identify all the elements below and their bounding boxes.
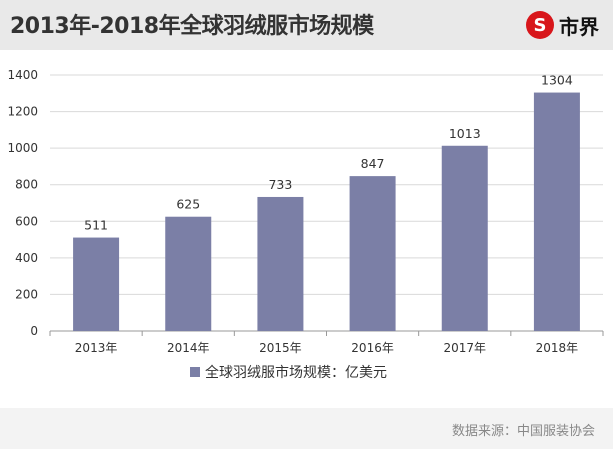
- x-tick-label: 2013年: [75, 341, 118, 355]
- x-tick-label: 2016年: [351, 341, 394, 355]
- bar: [533, 92, 580, 331]
- data-label: 511: [84, 218, 108, 233]
- bar: [73, 237, 120, 331]
- y-tick-label: 400: [15, 251, 38, 265]
- brand-logo: S 市界: [526, 9, 599, 41]
- y-tick-label: 200: [15, 287, 38, 301]
- x-tick-label: 2014年: [167, 341, 210, 355]
- chart-header: 2013年-2018年全球羽绒服市场规模 S 市界: [0, 0, 613, 50]
- x-tick-label: 2015年: [259, 341, 302, 355]
- y-tick-label: 1400: [7, 68, 38, 82]
- bar: [441, 145, 488, 331]
- chart-area: 0 200 400 600 800 1000 1200 1400 511 2013年 625 2014…: [0, 50, 613, 408]
- y-tick-label: 0: [30, 324, 38, 338]
- y-tick-label: 800: [15, 178, 38, 192]
- y-tick-label: 1000: [7, 141, 38, 155]
- bar-chart: 0 200 400 600 800 1000 1200 1400 511 2013年 625 2014…: [7, 68, 604, 381]
- legend-swatch: [190, 367, 200, 377]
- data-label: 847: [361, 156, 385, 171]
- data-label: 733: [268, 177, 292, 192]
- x-tick-label: 2018年: [536, 341, 579, 355]
- data-label: 1013: [449, 126, 481, 141]
- bar: [165, 216, 212, 331]
- data-label: 1304: [541, 73, 573, 88]
- chart-title: 2013年-2018年全球羽绒服市场规模: [10, 14, 374, 39]
- legend-label: 全球羽绒服市场规模：亿美元: [205, 364, 387, 381]
- data-source: 数据来源：中国服装协会: [451, 424, 595, 439]
- x-tick-label: 2017年: [443, 341, 486, 355]
- logo-text: 市界: [559, 14, 599, 39]
- y-tick-label: 600: [15, 214, 38, 228]
- footer: 数据来源：中国服装协会: [0, 408, 613, 449]
- y-tick-label: 1200: [7, 105, 38, 119]
- bar: [349, 176, 396, 331]
- bar: [257, 196, 304, 331]
- logo-s-icon: S: [526, 11, 554, 39]
- data-label: 625: [176, 197, 200, 212]
